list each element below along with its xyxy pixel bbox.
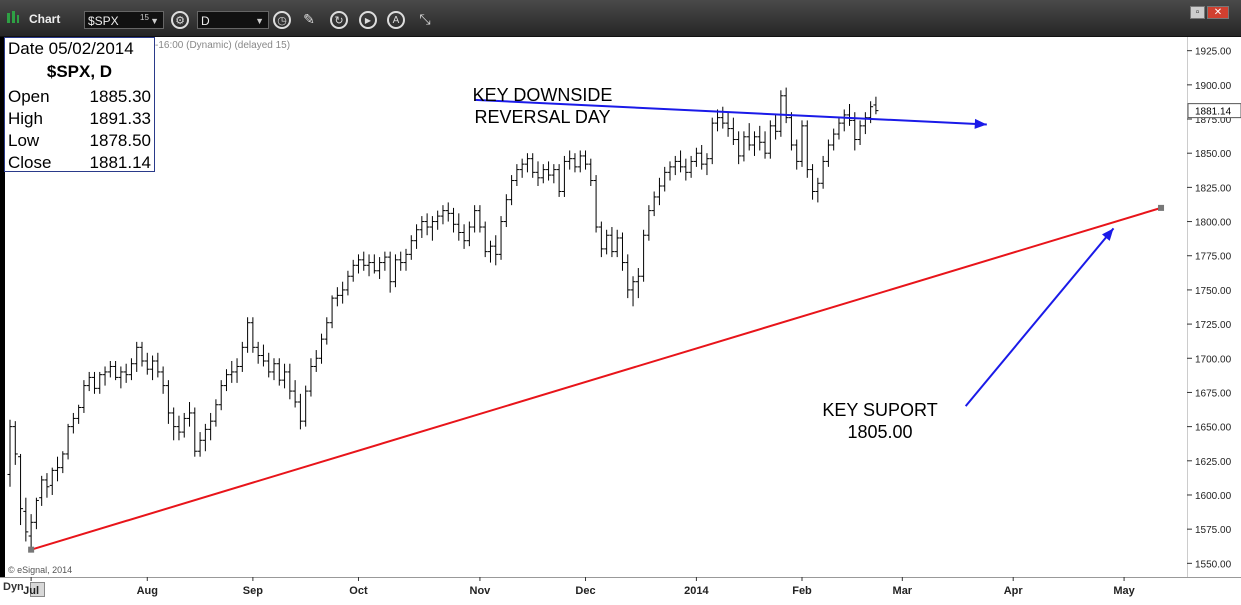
info-date: Date 05/02/2014 xyxy=(8,39,134,58)
y-tick-label: 1650.00 xyxy=(1195,423,1232,434)
annotation-line: KEY DOWNSIDE xyxy=(472,85,613,105)
info-value: 1881.14 xyxy=(89,153,151,172)
scroll-settings-button[interactable] xyxy=(30,582,45,597)
chart-subtitle: -16:00 (Dynamic) (delayed 15) xyxy=(155,40,291,51)
annotation-support: KEY SUPORT 1805.00 xyxy=(800,399,960,443)
y-tick-label: 1925.00 xyxy=(1195,47,1232,58)
y-tick-label: 1700.00 xyxy=(1195,354,1232,365)
x-tick-label: Dec xyxy=(575,585,595,597)
info-label: Low xyxy=(8,131,40,150)
y-tick-label: 1600.00 xyxy=(1195,491,1232,502)
time-axis[interactable]: Dyn xyxy=(0,577,1241,605)
copyright-text: © eSignal, 2014 xyxy=(8,565,73,575)
y-tick-label: 1900.00 xyxy=(1195,81,1232,92)
interval-value: D xyxy=(201,14,210,28)
info-value: 1878.50 xyxy=(89,131,151,150)
x-tick-label: Sep xyxy=(243,585,263,597)
y-tick-label: 1800.00 xyxy=(1195,218,1232,229)
y-tick-label: 1825.00 xyxy=(1195,183,1232,194)
y-tick-label: 1675.00 xyxy=(1195,388,1232,399)
last-price-tag xyxy=(1187,103,1241,119)
interval-select[interactable]: D ▼ xyxy=(197,11,269,29)
info-value: 1891.33 xyxy=(89,109,151,128)
support-trendline xyxy=(30,206,1162,551)
info-label: High xyxy=(8,109,43,128)
annotation-line: 1805.00 xyxy=(847,422,913,442)
x-tick-label: 2014 xyxy=(684,585,709,597)
last-price-label: 1881.14 xyxy=(1195,107,1232,118)
info-label: Close xyxy=(8,153,52,172)
x-tick-label: Feb xyxy=(792,585,812,597)
x-tick-label: Mar xyxy=(893,585,913,597)
pencil-icon[interactable]: ✎ xyxy=(303,11,315,27)
window-close-icon[interactable]: ✕ xyxy=(1207,6,1229,19)
chart-plot-area[interactable] xyxy=(5,37,1187,577)
y-tick-label: 1550.00 xyxy=(1195,559,1232,570)
x-tick-label: Nov xyxy=(470,585,492,597)
trendline-anchor-start xyxy=(28,546,35,553)
price-axis[interactable] xyxy=(1187,37,1241,577)
info-symbol: $SPX, D xyxy=(46,62,113,81)
chart-toolbar: Chart $SPX 15 ▼ ⚙ D ▼ ◷ ✎ ↻ ▶ A ⤡ ▫ ✕ xyxy=(0,0,1241,37)
y-tick-label: 1850.00 xyxy=(1195,149,1232,160)
y-tick-label: 1625.00 xyxy=(1195,457,1232,468)
window-title: Chart xyxy=(29,12,61,26)
alert-icon[interactable]: A xyxy=(387,11,405,29)
info-label: Open xyxy=(8,87,50,106)
x-tick-label: Jul xyxy=(23,585,39,597)
x-tick-label: Aug xyxy=(137,585,158,597)
y-tick-label: 1875.00 xyxy=(1195,115,1232,126)
play-icon[interactable]: ▶ xyxy=(359,11,377,29)
x-tick-label: Oct xyxy=(349,585,368,597)
annotation-reversal: KEY DOWNSIDE REVERSAL DAY xyxy=(455,84,630,128)
support-arrow xyxy=(964,227,1115,407)
y-tick-label: 1750.00 xyxy=(1195,286,1232,297)
interval-dropdown-icon[interactable]: ▼ xyxy=(255,16,264,26)
reversal-arrow-head xyxy=(974,118,987,129)
clock-icon[interactable]: ◷ xyxy=(273,11,291,29)
y-tick-label: 1575.00 xyxy=(1195,525,1232,536)
dynamic-tab[interactable]: Dyn xyxy=(3,581,24,593)
symbol-dropdown-icon[interactable]: ▼ xyxy=(150,16,159,26)
x-tick-label: May xyxy=(1113,585,1135,597)
window-minimize-icon[interactable]: ▫ xyxy=(1190,6,1205,19)
cursor-link-icon[interactable]: ⤡ xyxy=(419,11,431,27)
trendline-anchor-end xyxy=(1158,204,1165,211)
info-value: 1885.30 xyxy=(89,87,151,106)
y-tick-label: 1775.00 xyxy=(1195,252,1232,263)
symbol-superscript: 15 xyxy=(140,13,149,22)
support-arrow-head xyxy=(1102,228,1114,241)
reversal-arrow xyxy=(474,98,987,126)
y-tick-label: 1725.00 xyxy=(1195,320,1232,331)
chart-logo-icon xyxy=(7,11,19,23)
refresh-icon[interactable]: ↻ xyxy=(330,11,348,29)
symbol-input[interactable]: $SPX 15 ▼ xyxy=(84,11,164,29)
x-tick-label: Apr xyxy=(1004,585,1024,597)
settings-gear-icon[interactable]: ⚙ xyxy=(171,11,189,29)
annotation-line: REVERSAL DAY xyxy=(474,107,611,127)
symbol-value: $SPX xyxy=(88,14,119,28)
cursor-info-box: Date 05/02/2014 $SPX, D Open 1885.30 Hig… xyxy=(4,37,155,172)
annotation-line: KEY SUPORT xyxy=(822,400,938,420)
